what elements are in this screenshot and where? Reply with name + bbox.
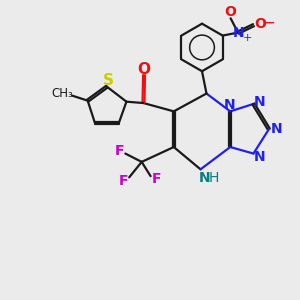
Text: S: S — [103, 73, 114, 88]
Text: H: H — [208, 171, 219, 184]
Text: O: O — [138, 62, 151, 77]
Text: N: N — [271, 122, 282, 136]
Text: F: F — [115, 144, 124, 158]
Text: N: N — [254, 149, 266, 164]
Text: N: N — [224, 98, 236, 112]
Text: N: N — [233, 26, 244, 40]
Text: O: O — [255, 17, 267, 31]
Text: O: O — [225, 5, 237, 20]
Text: N: N — [254, 94, 266, 109]
Text: N: N — [199, 171, 211, 184]
Text: +: + — [243, 33, 252, 43]
Text: F: F — [118, 174, 128, 188]
Text: CH₃: CH₃ — [51, 86, 73, 100]
Text: −: − — [261, 13, 275, 31]
Text: F: F — [152, 172, 161, 185]
